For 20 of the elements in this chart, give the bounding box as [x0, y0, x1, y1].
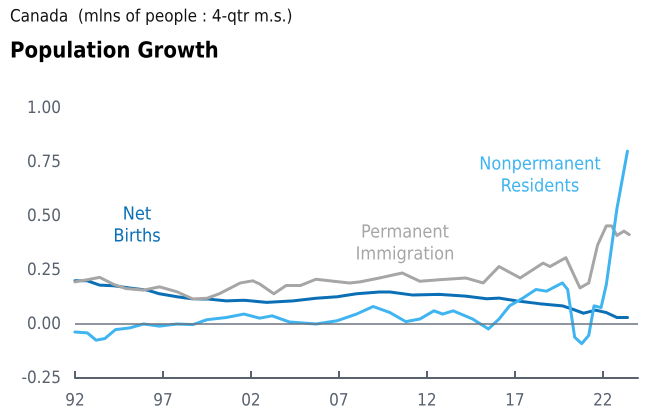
y-tick-label: 0.50 — [26, 206, 61, 226]
line-series — [74, 224, 631, 300]
x-tick-label: 92 — [65, 390, 85, 410]
y-tick-label: 0.25 — [26, 260, 61, 280]
series-label: Nonpermanent Residents — [479, 154, 601, 196]
y-tick-label: 1.00 — [26, 98, 61, 118]
chart-title: Population Growth — [10, 38, 219, 64]
y-tick-label: -0.25 — [21, 368, 61, 388]
chart-subtitle: Canada (mlns of people : 4-qtr m.s.) — [10, 6, 293, 26]
x-tick-label: 22 — [593, 390, 613, 410]
x-tick-label: 02 — [241, 390, 261, 410]
y-tick-label: 0.00 — [26, 314, 61, 334]
x-tick-label: 17 — [505, 390, 525, 410]
line-series — [74, 150, 629, 346]
series-label: Permanent Immigration — [356, 222, 454, 264]
x-tick-label: 07 — [329, 390, 349, 410]
y-tick-label: 0.75 — [26, 152, 61, 172]
x-tick-label: 12 — [417, 390, 437, 410]
text: Net Births — [113, 204, 161, 246]
x-tick-label: 97 — [153, 390, 173, 410]
